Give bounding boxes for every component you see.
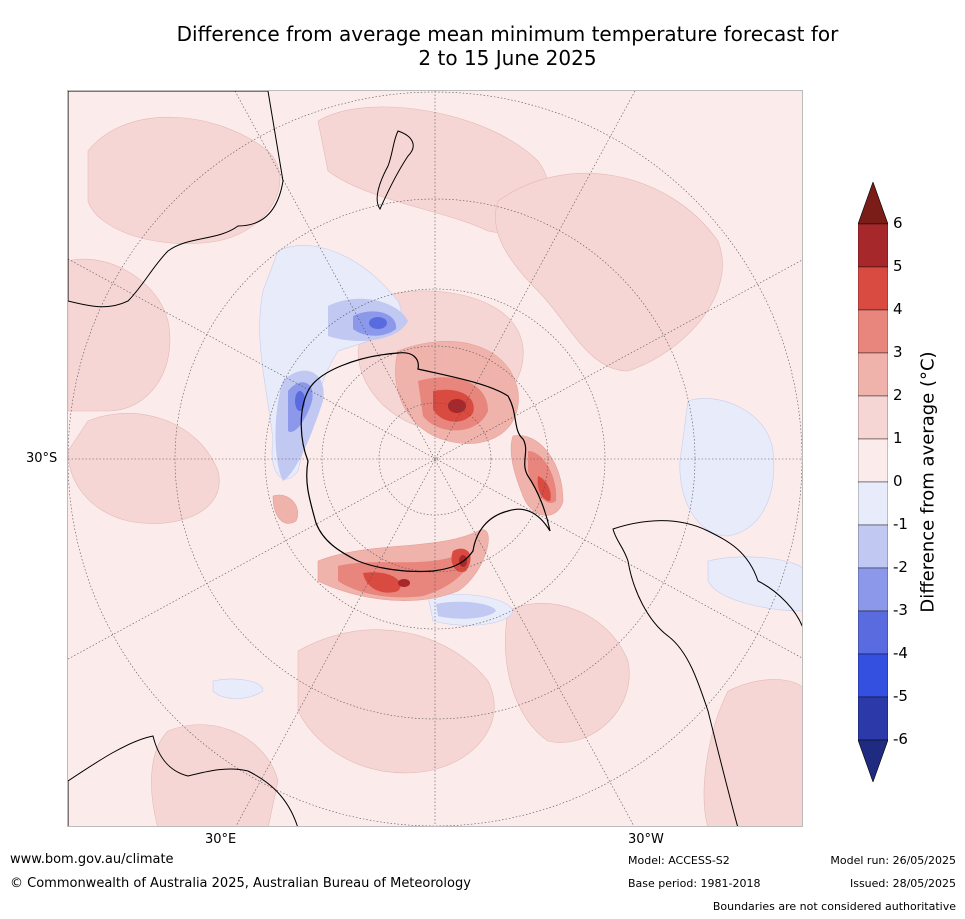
colorbar-tick-label: -2: [893, 558, 908, 576]
longitude-label-30w: 30°W: [628, 832, 664, 847]
colorbar: [858, 182, 888, 782]
colorbar-tick-label: 6: [893, 214, 903, 232]
title-line-1: Difference from average mean minimum tem…: [176, 22, 839, 46]
issued-date: Issued: 28/05/2025: [849, 877, 956, 890]
colorbar-axis-label: Difference from average (°C): [917, 351, 939, 613]
latitude-label-30s: 30°S: [26, 451, 58, 466]
colorbar-top-arrow: [858, 182, 888, 225]
longitude-label-30e: 30°E: [205, 832, 237, 847]
colorbar-tick-label: 4: [893, 300, 903, 318]
model-name: Model: ACCESS-S2: [628, 854, 730, 867]
website-url[interactable]: www.bom.gov.au/climate: [10, 852, 174, 867]
colorbar-tick-label: -1: [893, 515, 908, 533]
colorbar-band: [858, 309, 888, 354]
colorbar-tick-label: 2: [893, 386, 903, 404]
polar-map: [67, 90, 803, 827]
antarctica-coastline: [300, 352, 551, 573]
colorbar-bands: [858, 223, 888, 741]
title-line-2: 2 to 15 June 2025: [418, 46, 597, 70]
colorbar-tick-label: -6: [893, 730, 908, 748]
new-zealand-coastline: [376, 130, 414, 211]
colorbar-band: [858, 352, 888, 397]
graticule: [68, 91, 802, 826]
colorbar-tick-label: -5: [893, 687, 908, 705]
colorbar-tick-label: -3: [893, 601, 908, 619]
colorbar-band: [858, 524, 888, 569]
boundary-disclaimer: Boundaries are not considered authoritat…: [712, 900, 956, 913]
colorbar-tick-label: 3: [893, 343, 903, 361]
colorbar-tick-label: 1: [893, 429, 903, 447]
colorbar-band: [858, 567, 888, 612]
south-america-coastline: [612, 520, 802, 826]
colorbar-band: [858, 610, 888, 655]
copyright-text: © Commonwealth of Australia 2025, Austra…: [10, 876, 471, 891]
map-canvas: [68, 91, 802, 826]
colorbar-band: [858, 223, 888, 268]
model-run-date: Model run: 26/05/2025: [830, 854, 956, 867]
colorbar-tick-label: -4: [893, 644, 908, 662]
australia-coastline: [68, 91, 284, 308]
colorbar-tick-label: 5: [893, 257, 903, 275]
colorbar-band: [858, 481, 888, 526]
colorbar-band: [858, 266, 888, 311]
colorbar-tick-label: 0: [893, 472, 903, 490]
base-period: Base period: 1981-2018: [628, 877, 761, 890]
colorbar-band: [858, 438, 888, 483]
colorbar-bottom-arrow: [858, 739, 888, 782]
chart-title: Difference from average mean minimum tem…: [60, 22, 955, 70]
colorbar-band: [858, 653, 888, 698]
africa-coastline: [68, 735, 298, 826]
colorbar-band: [858, 395, 888, 440]
colorbar-band: [858, 696, 888, 741]
